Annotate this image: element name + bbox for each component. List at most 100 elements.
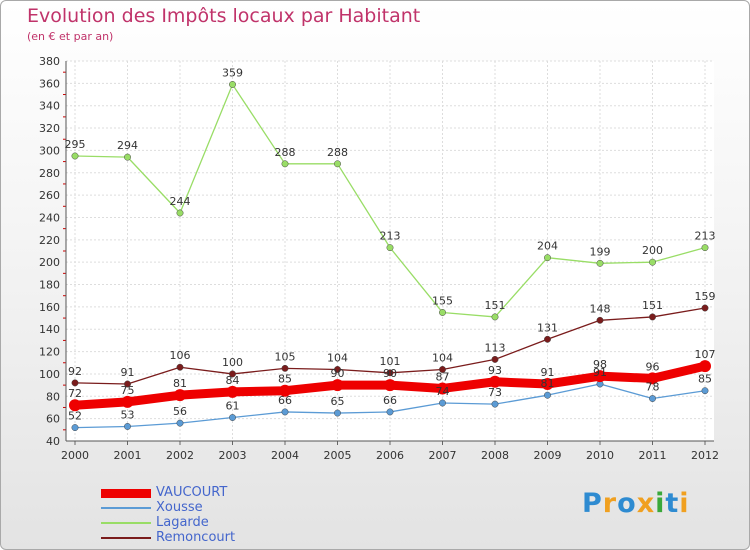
logo-letter: o	[617, 488, 637, 519]
data-point	[646, 372, 659, 385]
legend-swatch	[101, 488, 151, 498]
y-tick-label: 240	[39, 211, 60, 224]
logo-letter: t	[665, 488, 680, 519]
y-tick-label: 180	[39, 279, 60, 292]
y-tick-label: 200	[39, 256, 60, 269]
x-tick-label: 2007	[429, 449, 457, 462]
data-point	[386, 369, 394, 377]
x-tick-label: 2011	[639, 449, 667, 462]
data-label: 200	[642, 244, 663, 257]
data-label: 53	[121, 408, 135, 421]
proxiti-logo: Proxiti	[582, 488, 690, 519]
data-label: 104	[327, 351, 348, 364]
data-point	[226, 385, 239, 398]
data-label: 106	[170, 349, 191, 362]
data-point	[124, 380, 131, 388]
data-label: 151	[485, 299, 506, 312]
legend-swatch	[101, 537, 151, 539]
series-xousse	[71, 380, 709, 432]
y-tick-label: 40	[46, 435, 60, 448]
logo-letter: P	[582, 488, 603, 519]
legend-item-lagarde: Lagarde	[101, 515, 321, 530]
x-tick-label: 2003	[219, 449, 247, 462]
data-label: 294	[117, 139, 138, 152]
data-label: 204	[537, 240, 558, 253]
data-label: 52	[68, 410, 82, 423]
data-label: 104	[432, 351, 453, 364]
data-point	[334, 366, 341, 373]
data-point	[649, 395, 656, 402]
data-point	[279, 384, 291, 397]
data-point	[439, 309, 446, 316]
data-point	[594, 370, 606, 383]
data-point	[281, 160, 289, 168]
y-tick-label: 340	[39, 100, 60, 113]
data-label: 148	[590, 302, 611, 315]
data-point	[489, 375, 501, 388]
data-point	[124, 423, 131, 430]
data-point	[544, 391, 551, 399]
data-point	[229, 81, 236, 88]
data-label: 98	[593, 358, 607, 371]
data-label: 85	[278, 373, 292, 386]
data-label: 90	[331, 367, 345, 380]
data-point	[386, 244, 394, 252]
data-label: 105	[275, 350, 296, 363]
data-point	[439, 366, 446, 373]
data-label: 87	[436, 370, 450, 383]
data-label: 61	[226, 400, 240, 413]
data-point	[334, 409, 341, 417]
legend-item-xousse: Xousse	[101, 500, 321, 515]
x-tick-label: 2012	[691, 449, 719, 462]
data-label: 213	[695, 230, 716, 243]
data-label: 81	[173, 377, 187, 390]
data-point	[229, 370, 236, 378]
chart-subtitle: (en € et par an)	[27, 30, 114, 43]
x-tick-label: 2004	[271, 449, 299, 462]
y-tick-label: 160	[39, 301, 60, 314]
data-label: 81	[541, 377, 555, 390]
data-point	[649, 313, 656, 321]
data-label: 155	[432, 294, 453, 307]
data-label: 91	[121, 366, 135, 379]
data-label: 91	[593, 366, 607, 379]
data-label: 56	[173, 405, 187, 418]
legend-label: Xousse	[156, 500, 203, 515]
data-point	[491, 313, 499, 321]
data-point	[71, 152, 79, 160]
x-tick-label: 2006	[376, 449, 404, 462]
legend-label: Lagarde	[156, 515, 209, 530]
data-label: 359	[222, 66, 243, 79]
data-label: 288	[327, 146, 348, 159]
data-point	[596, 259, 604, 267]
logo-letter: i	[679, 488, 690, 519]
data-point	[176, 209, 184, 217]
x-tick-label: 2001	[114, 449, 142, 462]
y-tick-label: 80	[46, 390, 60, 403]
legend-label: VAUCOURT	[156, 485, 228, 500]
data-point	[281, 364, 289, 372]
data-point	[281, 408, 289, 416]
data-label: 100	[222, 356, 243, 369]
data-label: 101	[380, 355, 401, 368]
series-lagarde	[71, 81, 709, 321]
x-tick-label: 2010	[586, 449, 614, 462]
data-point	[176, 363, 184, 371]
data-point	[596, 316, 604, 324]
data-label: 151	[642, 299, 663, 312]
x-tick-label: 2009	[534, 449, 562, 462]
logo-letter: i	[655, 488, 666, 519]
y-tick-label: 300	[39, 144, 60, 157]
data-label: 85	[698, 373, 712, 386]
data-point	[124, 153, 131, 161]
data-point	[544, 254, 551, 262]
data-label: 213	[380, 230, 401, 243]
data-point	[544, 335, 551, 343]
chart-title: Evolution des Impôts locaux par Habitant	[27, 5, 421, 27]
y-tick-label: 360	[39, 77, 60, 90]
data-label: 84	[226, 374, 240, 387]
x-tick-label: 2000	[61, 449, 89, 462]
y-tick-label: 140	[39, 323, 60, 336]
